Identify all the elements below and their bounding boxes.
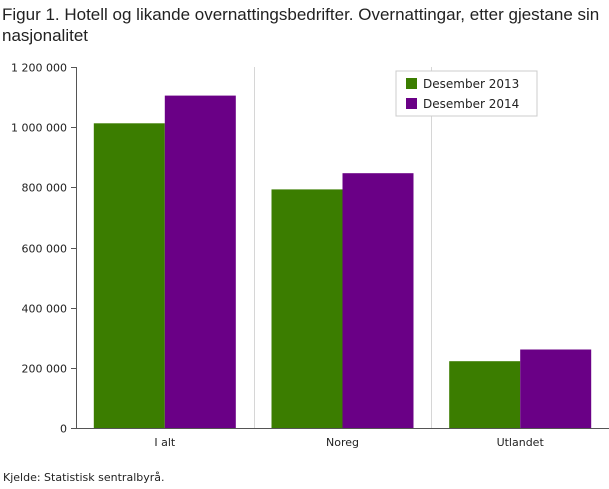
bar-desember-2013 — [449, 361, 521, 428]
bar-desember-2013 — [93, 123, 165, 429]
y-tick-label: 0 — [60, 423, 67, 436]
y-tick-label: 800 000 — [22, 182, 68, 195]
legend-swatch — [406, 78, 417, 89]
bars — [93, 95, 592, 429]
legend-label: Desember 2014 — [423, 97, 519, 111]
x-tick-label: Utlandet — [497, 436, 545, 449]
y-axis: 0 200 000 400 000 600 000 800 000 1 000 000 1 … — [11, 62, 77, 436]
x-tick-label: Noreg — [326, 436, 359, 449]
legend-box — [395, 70, 538, 117]
x-tick-label: I alt — [154, 436, 176, 449]
y-tick-label: 400 000 — [22, 303, 68, 316]
y-tick-label: 1 200 000 — [11, 62, 67, 75]
bar-desember-2014 — [520, 349, 592, 428]
y-tick-label: 600 000 — [22, 243, 68, 256]
bar-desember-2014 — [164, 95, 236, 428]
y-tick-label: 200 000 — [22, 363, 68, 376]
bar-desember-2013 — [271, 189, 343, 428]
chart-title: Figur 1. Hotell og likande overnattingsb… — [2, 5, 600, 45]
legend-swatch — [406, 98, 417, 109]
y-tick-label: 1 000 000 — [11, 122, 67, 135]
x-axis: I alt Noreg Utlandet — [76, 428, 609, 449]
legend-label: Desember 2013 — [423, 77, 519, 91]
source-note: Kjelde: Statistisk sentralbyrå. — [3, 471, 165, 484]
legend: Desember 2013 Desember 2014 — [395, 70, 538, 117]
bar-desember-2014 — [342, 173, 414, 428]
